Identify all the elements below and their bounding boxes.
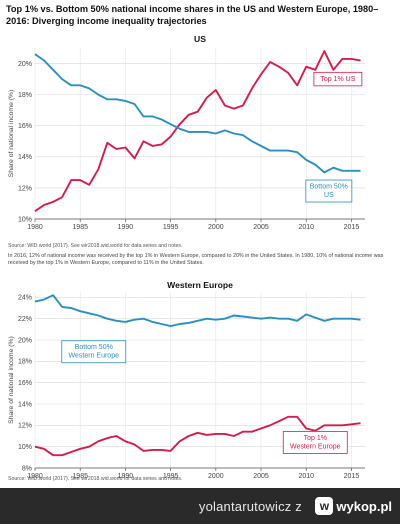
y-tick-label: 16% xyxy=(18,380,32,387)
y-tick-label: 8% xyxy=(22,465,32,472)
watermark-author[interactable]: yolantarutowicz z xyxy=(199,499,302,514)
series-line-bottom-50pct xyxy=(34,294,361,328)
chart-title: US xyxy=(194,34,206,44)
series-line-bottom-50pct xyxy=(34,53,361,174)
x-tick-label: 2005 xyxy=(253,224,269,231)
label-top1-we-box xyxy=(282,430,348,454)
y-axis-label: Share of national income (%) xyxy=(8,336,15,424)
series-line-top-1pct xyxy=(34,415,361,457)
us-explanatory-note: In 2016, 12% of national income was rece… xyxy=(8,253,384,267)
y-tick-label: 18% xyxy=(18,359,32,366)
wykop-logo[interactable]: w wykop.pl xyxy=(315,497,392,515)
series-line-top-1pct xyxy=(34,50,361,212)
x-tick-label: 1985 xyxy=(72,473,88,480)
y-tick-label: 18% xyxy=(18,92,32,99)
x-tick-label: 2005 xyxy=(253,473,269,480)
us-chart-svg: US 10% 12% 14% 16% 18% 20% 1980 1985 1990 1995 2000… xyxy=(8,34,365,231)
label-bottom50-us-text: Bottom 50% xyxy=(310,184,348,191)
we-source-note: Source: WID.world (2017). See wir2018.wi… xyxy=(8,476,183,482)
label-bottom50-we-text: Western Europe xyxy=(69,353,120,360)
x-tick-label: 1985 xyxy=(72,224,88,231)
western-europe-chart-svg: Western Europe 8% 10% 12% 14% 16% 18% 20% 22% 24%… xyxy=(8,280,365,480)
y-tick-label: 20% xyxy=(18,61,32,68)
label-top1-we-text: Western Europe xyxy=(290,443,341,450)
x-tick-label: 2000 xyxy=(208,473,224,480)
y-tick-label: 16% xyxy=(18,123,32,130)
label-top1-we-text: Top 1% xyxy=(304,435,327,442)
x-tick-label: 1995 xyxy=(163,224,179,231)
x-tick-label: 1990 xyxy=(118,224,134,231)
y-tick-label: 12% xyxy=(18,423,32,430)
x-tick-label: 2010 xyxy=(298,224,314,231)
us-source-note: Source: WID.world (2017). See wir2018.wi… xyxy=(8,243,183,249)
y-tick-label: 14% xyxy=(18,401,32,408)
x-tick-label: 2000 xyxy=(208,224,224,231)
chart-title: Western Europe xyxy=(167,280,233,290)
y-tick-label: 24% xyxy=(18,295,32,302)
wykop-site-name: wykop.pl xyxy=(336,498,392,514)
label-bottom50-us-box xyxy=(305,179,353,203)
label-top1-us-box xyxy=(313,71,363,87)
label-bottom50-we-box xyxy=(61,340,127,364)
x-tick-label: 1990 xyxy=(118,473,134,480)
x-tick-label: 2015 xyxy=(344,473,360,480)
y-tick-label: 14% xyxy=(18,154,32,161)
x-tick-label: 2015 xyxy=(344,224,360,231)
y-tick-label: 20% xyxy=(18,337,32,344)
y-tick-label: 12% xyxy=(18,185,32,192)
watermark-separator: z xyxy=(295,499,302,514)
x-tick-label: 1980 xyxy=(27,473,43,480)
watermark-username[interactable]: yolantarutowicz xyxy=(198,499,292,514)
western-europe-chart: Western Europe 8% 10% 12% 14% 16% 18% 20% 22% 24%… xyxy=(0,278,400,486)
label-bottom50-we-text: Bottom 50% xyxy=(75,344,113,351)
figure-page: Top 1% vs. Bottom 50% national income sh… xyxy=(0,4,400,486)
label-bottom50-us-text: US xyxy=(324,192,334,199)
x-tick-label: 1995 xyxy=(163,473,179,480)
x-tick-label: 1980 xyxy=(27,224,43,231)
y-axis-label: Share of national income (%) xyxy=(8,90,15,178)
wykop-logo-icon: w xyxy=(315,497,334,515)
label-top1-us-text: Top 1% US xyxy=(320,76,355,83)
y-tick-label: 10% xyxy=(18,444,32,451)
y-tick-label: 22% xyxy=(18,316,32,323)
figure-title: Top 1% vs. Bottom 50% national income sh… xyxy=(6,4,379,26)
y-tick-label: 10% xyxy=(18,216,32,223)
us-chart: US 10% 12% 14% 16% 18% 20% 1980 1985 1990 1995 2000… xyxy=(0,30,400,240)
x-tick-label: 2010 xyxy=(298,473,314,480)
watermark-footer: yolantarutowicz z w wykop.pl xyxy=(0,488,400,524)
